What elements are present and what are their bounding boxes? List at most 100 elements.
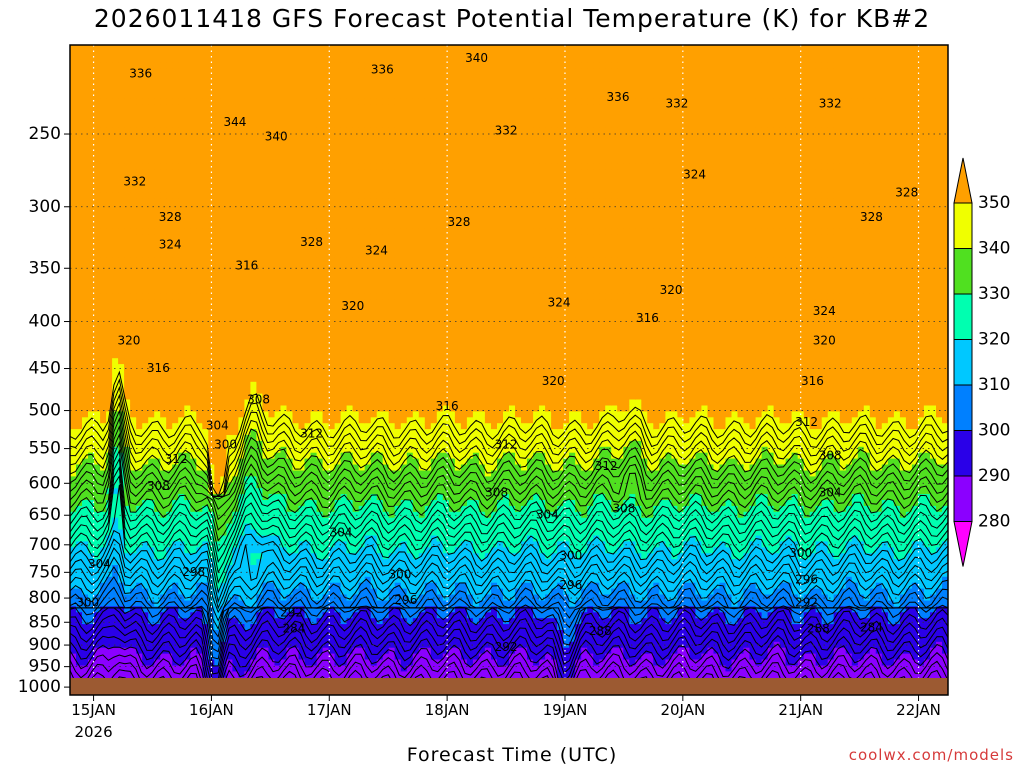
contour-label: 324 bbox=[365, 243, 388, 257]
contour-label: 316 bbox=[147, 361, 170, 375]
contour-label: 316 bbox=[235, 258, 258, 272]
x-tick-label: 18JAN bbox=[425, 701, 470, 719]
contour-label: 320 bbox=[660, 283, 683, 297]
contour-label: 332 bbox=[123, 175, 146, 189]
x-tick-label: 21JAN bbox=[778, 701, 823, 719]
x-tick-label: 19JAN bbox=[543, 701, 588, 719]
y-tick-label: 300 bbox=[29, 197, 61, 217]
contour-label: 340 bbox=[265, 130, 288, 144]
y-tick-label: 400 bbox=[29, 312, 61, 332]
contour-label: 296 bbox=[559, 578, 582, 592]
contour-label: 304 bbox=[206, 419, 229, 433]
colorbar-segment bbox=[953, 430, 973, 477]
contour-label: 308 bbox=[612, 502, 635, 516]
contour-label: 304 bbox=[88, 557, 111, 571]
contour-label: 284 bbox=[282, 622, 305, 636]
chart-title: 2026011418 GFS Forecast Potential Temper… bbox=[93, 4, 931, 33]
contour-label: 336 bbox=[371, 63, 394, 77]
y-tick-label: 450 bbox=[29, 359, 61, 379]
contour-label: 292 bbox=[495, 640, 518, 654]
contour-label: 304 bbox=[536, 508, 559, 522]
colorbar-label: 290 bbox=[978, 466, 1010, 486]
x-tick-label: 17JAN bbox=[307, 701, 352, 719]
contour-label: 296 bbox=[394, 593, 417, 607]
colorbar-segment bbox=[953, 248, 973, 295]
y-tick-label: 600 bbox=[29, 473, 61, 493]
contour-label: 300 bbox=[76, 596, 99, 610]
contour-label: 328 bbox=[159, 210, 182, 224]
contour-label: 308 bbox=[247, 393, 270, 407]
colorbar: 280 290 300 310 320 330 340 350 bbox=[953, 157, 1010, 567]
contour-label: 308 bbox=[147, 479, 170, 493]
credit-text: coolwx.com/models bbox=[848, 746, 1014, 764]
y-tick-label: 800 bbox=[29, 588, 61, 608]
contour-label: 300 bbox=[789, 546, 812, 560]
colorbar-segment bbox=[953, 384, 973, 431]
y-tick-label: 1000 bbox=[18, 677, 61, 697]
y-tick-label: 850 bbox=[29, 612, 61, 632]
contour-label: 324 bbox=[159, 237, 182, 251]
y-tick-label: 900 bbox=[29, 635, 61, 655]
contour-label: 308 bbox=[485, 486, 508, 500]
contour-label: 332 bbox=[665, 97, 688, 111]
colorbar-segment bbox=[953, 339, 973, 386]
contour-labels: 336 344 340 336 340 332 336 332 332 332 328 324 316 3… bbox=[76, 51, 918, 654]
contour-label: 300 bbox=[559, 549, 582, 563]
contour-label: 336 bbox=[129, 66, 152, 80]
contour-label: 320 bbox=[117, 334, 140, 348]
contour-label: 312 bbox=[300, 426, 323, 440]
colorbar-segment bbox=[953, 475, 973, 522]
contour-label: 340 bbox=[465, 51, 488, 65]
contour-label: 288 bbox=[589, 624, 612, 638]
y-tick-label: 250 bbox=[29, 124, 61, 144]
y-tick-label: 950 bbox=[29, 657, 61, 677]
colorbar-label: 330 bbox=[978, 284, 1010, 304]
contour-label: 328 bbox=[300, 235, 323, 249]
contour-label: 324 bbox=[813, 304, 836, 318]
x-tick-label: 22JAN bbox=[896, 701, 941, 719]
y-tick-label: 700 bbox=[29, 535, 61, 555]
contour-label: 300 bbox=[214, 437, 237, 451]
y-tick-label: 500 bbox=[29, 401, 61, 421]
contour-label: 332 bbox=[495, 123, 518, 137]
colorbar-label: 310 bbox=[978, 375, 1010, 395]
colorbar-label: 350 bbox=[978, 193, 1010, 213]
contour-label: 320 bbox=[542, 374, 565, 388]
x-tick-label: 16JAN bbox=[189, 701, 234, 719]
colorbar-arrow-bottom bbox=[953, 521, 973, 567]
x-tick-sublabel: 2026 bbox=[74, 723, 112, 741]
x-tick-label: 20JAN bbox=[660, 701, 705, 719]
x-tick-label: 15JAN bbox=[71, 701, 116, 719]
contour-label: 288 bbox=[807, 622, 830, 636]
colorbar-label: 340 bbox=[978, 239, 1010, 259]
contour-label: 320 bbox=[341, 299, 364, 313]
colorbar-segment bbox=[953, 202, 973, 249]
y-axis: 250 300 350 400 450 500 550 600 650 700 750 800 850 9… bbox=[18, 124, 70, 697]
contour-label: 300 bbox=[389, 567, 412, 581]
contour-label: 304 bbox=[819, 486, 842, 500]
contour-label: 304 bbox=[330, 526, 353, 540]
contour-label: 312 bbox=[595, 459, 618, 473]
contour-label: 292 bbox=[795, 596, 818, 610]
contour-label: 332 bbox=[819, 97, 842, 111]
contour-label: 328 bbox=[895, 186, 918, 200]
contour-label: 308 bbox=[819, 448, 842, 462]
temperature-fill bbox=[70, 45, 948, 695]
isentrope-lines bbox=[70, 370, 948, 695]
colorbar-label: 300 bbox=[978, 421, 1010, 441]
y-tick-label: 750 bbox=[29, 562, 61, 582]
contour-label: 336 bbox=[607, 90, 630, 104]
grid-lines bbox=[70, 45, 948, 695]
contour-label: 324 bbox=[548, 296, 571, 310]
contour-label: 328 bbox=[447, 215, 470, 229]
contour-label: 324 bbox=[683, 167, 706, 181]
colorbar-label: 320 bbox=[978, 330, 1010, 350]
contour-label: 296 bbox=[795, 573, 818, 587]
y-tick-label: 650 bbox=[29, 505, 61, 525]
contour-label: 312 bbox=[795, 415, 818, 429]
contour-label: 328 bbox=[860, 210, 883, 224]
y-tick-label: 350 bbox=[29, 258, 61, 278]
contour-label: 344 bbox=[224, 115, 247, 129]
contour-label: 316 bbox=[436, 399, 459, 413]
